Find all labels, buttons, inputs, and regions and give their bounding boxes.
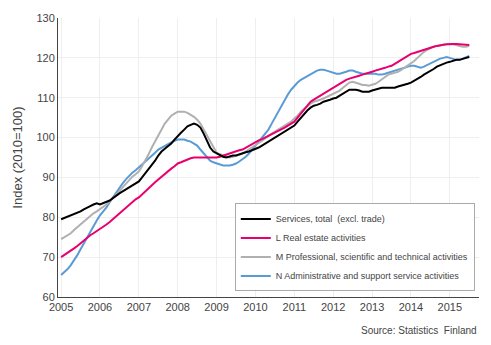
svg-text:2013: 2013 [360,301,384,313]
svg-text:70: 70 [43,251,55,263]
svg-text:130: 130 [36,12,54,24]
svg-text:Source: Statistics Finland: Source: Statistics Finland [361,325,477,336]
svg-text:M Professional, scientific and: M Professional, scientific and technical… [276,252,468,262]
svg-text:L Real estate activities: L Real estate activities [276,233,366,243]
svg-text:2008: 2008 [165,301,189,313]
svg-text:60: 60 [43,291,55,303]
svg-text:2011: 2011 [283,301,307,313]
svg-text:2010: 2010 [243,301,267,313]
svg-text:100: 100 [36,131,54,143]
svg-text:Services, total (excl. trade): Services, total (excl. trade) [276,214,385,224]
svg-text:N Administrative and support s: N Administrative and support service act… [276,271,460,281]
svg-text:2015: 2015 [438,301,462,313]
svg-text:Index (2010=100): Index (2010=100) [10,106,25,208]
svg-text:2014: 2014 [399,301,423,313]
svg-text:2005: 2005 [49,301,73,313]
svg-text:120: 120 [36,52,54,64]
svg-text:2007: 2007 [127,301,151,313]
svg-text:2009: 2009 [204,301,228,313]
svg-text:80: 80 [43,211,55,223]
svg-text:2012: 2012 [321,301,345,313]
svg-text:2006: 2006 [88,301,112,313]
svg-text:110: 110 [37,92,55,104]
svg-text:90: 90 [43,171,55,183]
